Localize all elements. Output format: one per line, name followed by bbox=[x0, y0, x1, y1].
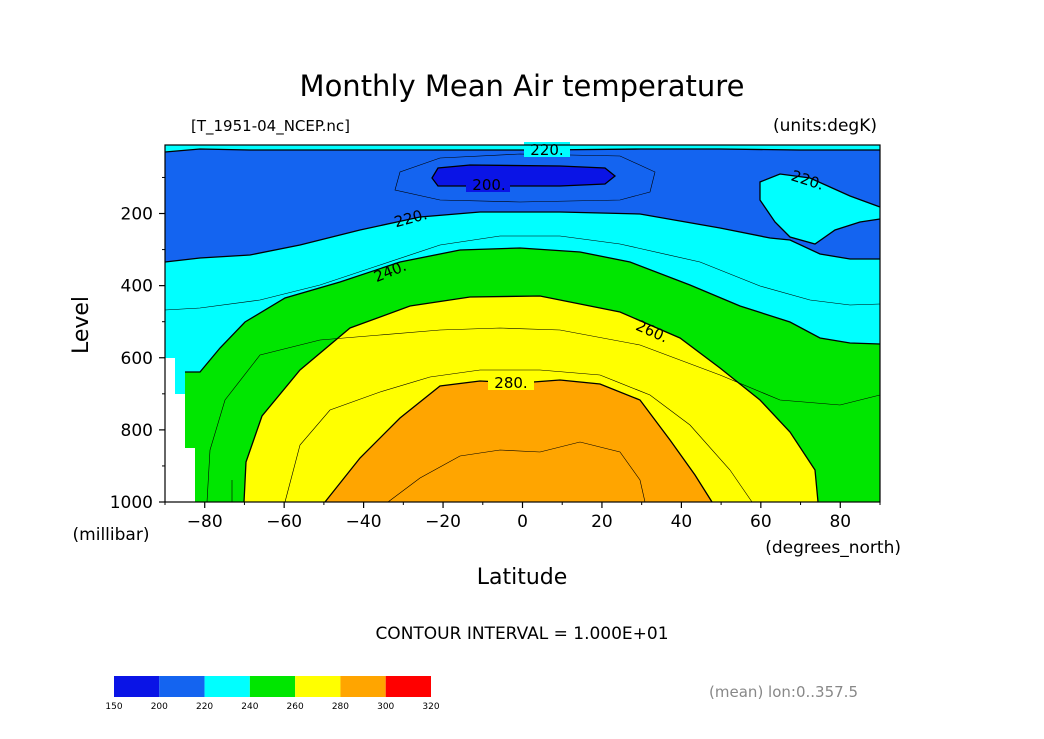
y-tick-label: 600 bbox=[121, 349, 153, 369]
colorbar-swatch bbox=[204, 676, 250, 697]
units-label: (units:degK) bbox=[773, 116, 877, 136]
colorbar-label: 150 bbox=[105, 702, 122, 712]
x-tick-label: 20 bbox=[591, 512, 613, 532]
band-280-300 bbox=[325, 380, 712, 502]
x-axis: −80 −60 −40 −20 0 20 40 60 80 bbox=[164, 502, 881, 532]
contour-label-200: 200. bbox=[472, 176, 505, 194]
file-label: [T_1951-04_NCEP.nc] bbox=[191, 117, 350, 136]
plot-area: 220. 200. 220. 220. 240. 260. 280. −80 −6… bbox=[110, 141, 881, 532]
y-tick-label: 400 bbox=[121, 277, 153, 297]
chart-title: Monthly Mean Air temperature bbox=[300, 69, 745, 103]
x-tick-label: 0 bbox=[517, 512, 528, 532]
contour-label-220-top: 220. bbox=[530, 141, 563, 159]
colorbar-swatch bbox=[385, 676, 431, 697]
y-unit-label: (millibar) bbox=[73, 525, 150, 545]
colorbar-swatch bbox=[249, 676, 296, 697]
colorbar-label: 300 bbox=[377, 702, 394, 712]
x-tick-label: 80 bbox=[829, 512, 851, 532]
colorbar-swatch bbox=[114, 676, 160, 697]
contour-interval: CONTOUR INTERVAL = 1.000E+01 bbox=[375, 624, 668, 644]
footnote: (mean) lon:0..357.5 bbox=[709, 683, 858, 701]
y-tick-label: 800 bbox=[121, 421, 153, 441]
colorbar-swatch bbox=[295, 676, 341, 697]
x-unit-label: (degrees_north) bbox=[765, 538, 901, 558]
colorbar-swatch bbox=[340, 676, 386, 697]
colorbar-swatch bbox=[159, 676, 205, 697]
y-tick-label: 200 bbox=[121, 205, 153, 225]
colorbar-label: 280 bbox=[332, 702, 349, 712]
colorbar-label: 200 bbox=[151, 702, 168, 712]
colorbar-label: 220 bbox=[196, 702, 213, 712]
x-axis-title: Latitude bbox=[477, 565, 568, 590]
colorbar-label: 260 bbox=[287, 702, 304, 712]
x-tick-label: 40 bbox=[671, 512, 693, 532]
x-tick-label: −60 bbox=[266, 512, 302, 532]
colorbar: 150 200 220 240 260 280 300 320 bbox=[105, 676, 440, 712]
x-tick-label: −80 bbox=[187, 512, 223, 532]
colorbar-label: 240 bbox=[241, 702, 258, 712]
contour-label-280: 280. bbox=[494, 374, 527, 392]
band-below-200 bbox=[432, 165, 615, 186]
x-tick-label: −20 bbox=[425, 512, 461, 532]
band-below-220 bbox=[165, 145, 880, 262]
band-220-240 bbox=[165, 212, 880, 398]
y-axis-title: Level bbox=[69, 296, 94, 354]
missing-data bbox=[165, 358, 195, 502]
band-220-240 bbox=[760, 174, 880, 244]
y-tick-label: 1000 bbox=[110, 493, 153, 513]
y-axis: 200 400 600 800 1000 bbox=[110, 176, 165, 513]
x-tick-label: 60 bbox=[750, 512, 772, 532]
colorbar-label: 320 bbox=[422, 702, 439, 712]
band-220-240 bbox=[165, 145, 880, 152]
x-tick-label: −40 bbox=[346, 512, 382, 532]
